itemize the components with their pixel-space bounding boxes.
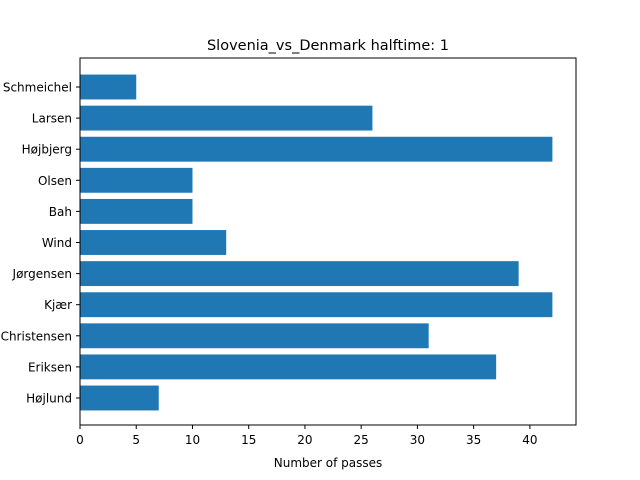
y-tick-label: Larsen [32, 112, 72, 126]
x-tick-label: 0 [76, 433, 84, 447]
x-axis-ticks: 0 5 10 15 20 25 30 35 40 [76, 425, 538, 447]
x-tick-label: 25 [354, 433, 369, 447]
x-tick-label: 35 [466, 433, 481, 447]
bar-8 [80, 323, 429, 349]
bar-0 [80, 74, 137, 100]
bar-3 [80, 167, 193, 193]
y-axis-ticks: Schmeichel Larsen Højbjerg Olsen Bah Wind Jørg… [1, 81, 80, 406]
y-tick-label: Schmeichel [3, 81, 72, 95]
x-tick-label: 5 [132, 433, 140, 447]
bars-group [80, 74, 553, 411]
y-tick-label: Christensen [1, 329, 72, 343]
y-tick-label: Wind [42, 236, 72, 250]
x-axis-label: Number of passes [274, 456, 383, 470]
bar-1 [80, 105, 373, 131]
y-tick-label: Kjær [44, 298, 72, 312]
y-tick-label: Jørgensen [12, 267, 72, 281]
bar-4 [80, 198, 193, 224]
bar-6 [80, 261, 519, 287]
x-tick-label: 10 [185, 433, 200, 447]
x-tick-label: 40 [522, 433, 537, 447]
y-tick-label: Eriksen [28, 360, 72, 374]
x-tick-label: 15 [241, 433, 256, 447]
y-tick-label: Olsen [38, 174, 72, 188]
bar-5 [80, 230, 227, 255]
bar-2 [80, 136, 553, 162]
chart-title: Slovenia_vs_Denmark halftime: 1 [207, 38, 449, 54]
bar-10 [80, 385, 159, 411]
x-tick-label: 20 [297, 433, 312, 447]
y-tick-label: Bah [49, 205, 72, 219]
bar-9 [80, 354, 497, 380]
bar-7 [80, 292, 553, 318]
y-tick-label: Højlund [26, 392, 72, 406]
x-tick-label: 30 [410, 433, 425, 447]
y-tick-label: Højbjerg [22, 143, 72, 157]
plot-frame [79, 57, 577, 426]
